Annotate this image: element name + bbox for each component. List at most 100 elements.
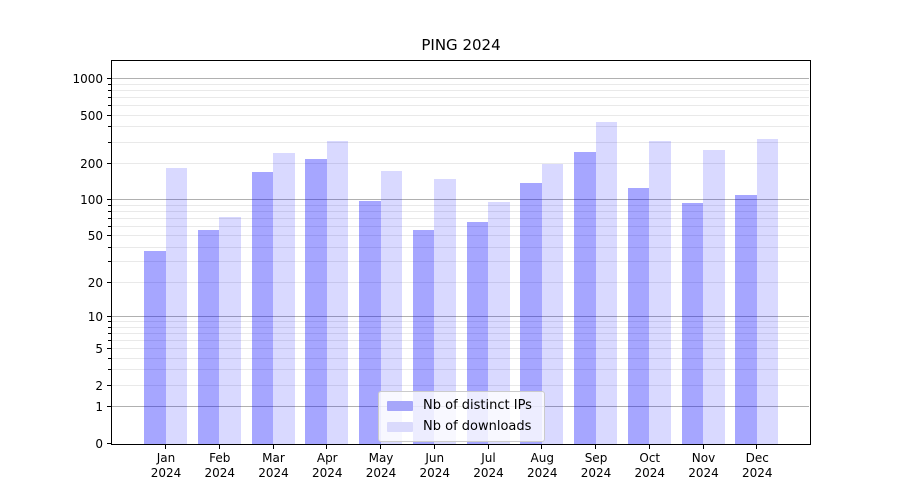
x-tick-label-month: Jul	[481, 451, 496, 465]
x-tick-label-sep: Sep 2024	[564, 451, 628, 481]
y-tick-label-1: 1	[95, 399, 103, 414]
x-axis-tick	[326, 444, 328, 449]
x-tick-label-nov: Nov 2024	[672, 451, 736, 481]
x-tick-label-apr: Apr 2024	[295, 451, 359, 481]
y-axis-tick	[106, 405, 111, 408]
y-axis-minor-tick	[108, 217, 111, 219]
x-axis-tick	[595, 444, 597, 449]
x-tick-label-jan: Jan 2024	[134, 451, 198, 481]
x-axis-tick	[380, 444, 382, 449]
x-tick-label-year: 2024	[258, 466, 289, 480]
gridline-major	[112, 316, 809, 318]
y-tick-label-2: 2	[95, 378, 103, 393]
gridline-minor	[112, 235, 809, 237]
gridline-minor	[112, 141, 809, 143]
y-tick-label-5: 5	[95, 342, 103, 357]
y-axis-tick	[106, 316, 111, 318]
x-tick-label-month: Jun	[425, 451, 445, 465]
x-tick-label-month: Feb	[209, 451, 231, 465]
chart-title: PING 2024	[421, 36, 501, 54]
x-tick-label-mar: Mar 2024	[242, 451, 306, 481]
y-tick-label-50: 50	[87, 229, 103, 244]
bar-distinct-ips-oct	[627, 187, 650, 444]
x-tick-label-month: Aug	[530, 451, 554, 465]
gridline-minor	[112, 162, 809, 164]
legend-item-downloads: Nb of downloads	[387, 419, 532, 435]
y-axis-minor-tick	[108, 348, 111, 350]
y-tick-label-500: 500	[80, 108, 103, 123]
y-axis-tick	[106, 442, 111, 444]
bar-downloads-sep	[595, 121, 617, 444]
y-axis-minor-tick	[108, 105, 111, 107]
gridline-minor	[112, 332, 809, 334]
x-tick-label-month: Jan	[156, 451, 176, 465]
gridline-minor	[112, 339, 809, 341]
x-tick-label-oct: Oct 2024	[618, 451, 682, 481]
bar-distinct-ips-sep	[574, 151, 596, 444]
gridline-minor	[112, 281, 809, 283]
x-axis-tick	[756, 444, 758, 449]
y-axis-minor-tick	[108, 97, 111, 99]
x-tick-label-year: 2024	[150, 466, 182, 480]
gridline-minor	[112, 126, 809, 128]
x-tick-label-year: 2024	[741, 466, 773, 480]
bar-distinct-ips-jul	[466, 221, 488, 444]
x-tick-label-year: 2024	[365, 466, 397, 480]
y-tick-label-1000: 1000	[72, 72, 103, 87]
x-axis-tick	[702, 444, 704, 449]
y-axis-minor-tick	[108, 126, 111, 128]
y-tick-label-0: 0	[95, 436, 103, 451]
x-tick-label-month: Sep	[584, 451, 608, 465]
legend-swatch-icon	[387, 422, 413, 432]
legend-item-distinct-ips: Nb of distinct IPs	[387, 398, 532, 414]
bar-distinct-ips-mar	[251, 172, 273, 444]
y-axis-minor-tick	[108, 332, 111, 334]
gridline-minor	[112, 357, 809, 359]
x-tick-label-aug: Aug 2024	[510, 451, 574, 481]
bar-distinct-ips-nov	[681, 203, 703, 444]
gridline-minor	[112, 369, 809, 371]
legend: Nb of distinct IPs Nb of downloads	[378, 391, 545, 442]
x-tick-label-dec: Dec 2024	[725, 451, 789, 481]
bar-distinct-ips-may	[359, 200, 381, 444]
y-axis-tick	[106, 199, 111, 201]
gridline-minor	[112, 97, 809, 99]
gridline-minor	[112, 217, 809, 219]
y-axis-minor-tick	[108, 384, 111, 386]
bar-distinct-ips-apr	[305, 158, 327, 444]
gridline-minor	[112, 348, 809, 350]
legend-label: Nb of distinct IPs	[423, 398, 532, 413]
gridline-major	[112, 78, 809, 80]
bar-downloads-may	[380, 171, 402, 444]
x-tick-label-year: 2024	[473, 466, 504, 480]
bar-downloads-feb	[219, 217, 241, 444]
x-axis-tick	[272, 444, 274, 449]
y-axis-minor-tick	[108, 141, 111, 143]
bar-downloads-nov	[703, 149, 725, 444]
y-axis-minor-tick	[108, 326, 111, 328]
y-axis-minor-tick	[108, 281, 111, 283]
gridline-minor	[112, 246, 809, 248]
gridline-minor	[112, 210, 809, 212]
x-axis-tick	[541, 444, 543, 449]
x-tick-label-may: May 2024	[349, 451, 413, 481]
gridline-minor	[112, 384, 809, 386]
x-axis-tick	[165, 444, 167, 449]
x-tick-label-year: 2024	[311, 466, 343, 480]
y-axis-minor-tick	[108, 114, 111, 116]
gridline-major	[112, 199, 809, 201]
y-axis-minor-tick	[108, 339, 111, 341]
x-tick-label-month: May	[368, 451, 394, 465]
gridline-minor	[112, 114, 809, 116]
y-axis-minor-tick	[108, 204, 111, 206]
y-axis-minor-tick	[108, 225, 111, 227]
gridline-minor	[112, 83, 809, 85]
x-tick-label-year: 2024	[688, 466, 719, 480]
x-tick-label-month: Mar	[262, 451, 285, 465]
bar-distinct-ips-feb	[197, 229, 220, 444]
y-axis-minor-tick	[108, 246, 111, 248]
x-tick-label-year: 2024	[580, 466, 612, 480]
x-tick-label-jul: Jul 2024	[457, 451, 521, 481]
x-tick-label-year: 2024	[419, 466, 451, 480]
x-tick-label-feb: Feb 2024	[188, 451, 252, 481]
